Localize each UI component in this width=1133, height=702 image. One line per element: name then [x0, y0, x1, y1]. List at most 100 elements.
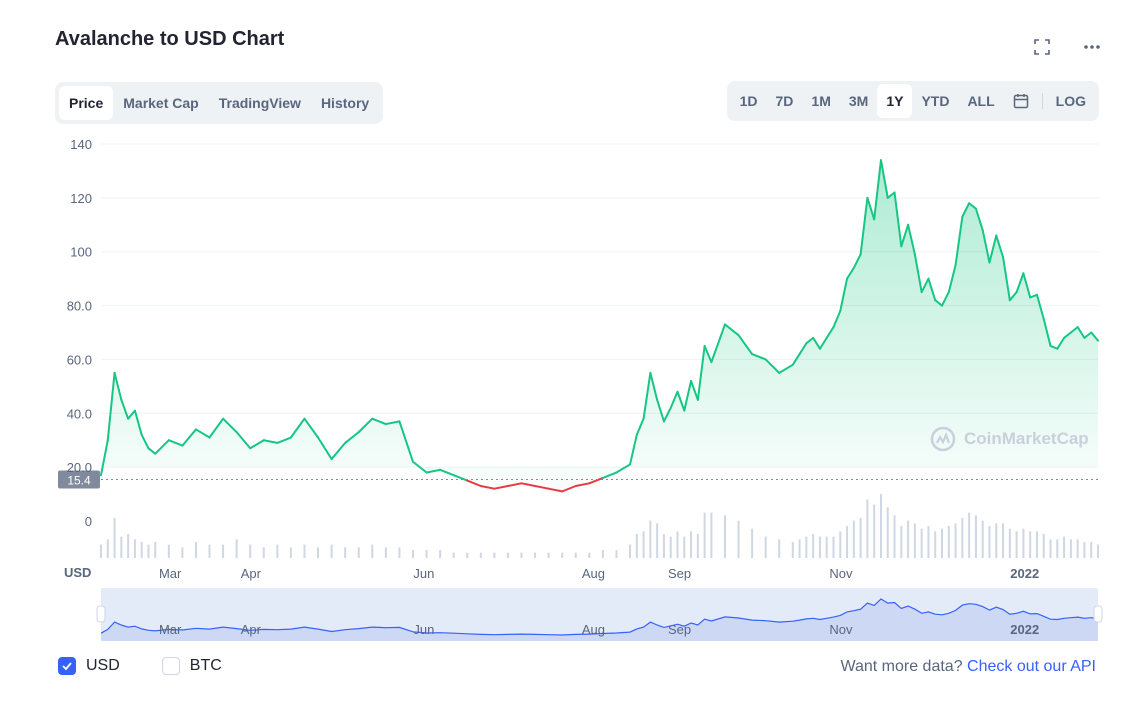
price-line-segment: [751, 353, 767, 361]
range-1y[interactable]: 1Y: [877, 84, 913, 118]
btc-checkbox[interactable]: [161, 657, 180, 675]
volume-bar: [1015, 531, 1018, 558]
navigator-handle[interactable]: [96, 605, 106, 623]
price-line-segment: [866, 196, 876, 221]
price-line-segment: [900, 223, 910, 248]
price-line-segment: [1076, 326, 1086, 339]
volume-bar: [1097, 544, 1099, 558]
price-line-segment: [879, 159, 889, 199]
range-3m[interactable]: 3M: [848, 93, 869, 109]
y-tick-label: 140: [70, 137, 92, 152]
price-lines: [100, 159, 1099, 493]
volume-bar: [588, 552, 591, 558]
volume-bar: [1029, 531, 1032, 558]
navigator-tick-label: Nov: [829, 622, 853, 637]
price-line-segment: [723, 323, 740, 337]
volume-bar: [276, 544, 279, 558]
y-tick-label: 40.0: [67, 406, 92, 421]
navigator-tick-label: Jun: [413, 622, 434, 637]
volume-bar: [147, 544, 150, 558]
usd-checkbox[interactable]: [58, 657, 76, 675]
price-line-segment: [927, 277, 937, 302]
price-line-segment: [127, 409, 136, 420]
volume-bar: [1049, 539, 1052, 558]
volume-bar: [954, 523, 957, 558]
price-line-segment: [629, 433, 638, 466]
log-toggle[interactable]: LOG: [1055, 93, 1086, 109]
volume-bar: [561, 552, 564, 558]
price-line-segment: [588, 476, 604, 485]
navigator-tick-label: Mar: [159, 622, 182, 637]
range-navigator[interactable]: Mar Apr Jun Aug Sep Nov 2022: [96, 588, 1103, 641]
y-tick-label: 60.0: [67, 352, 92, 367]
volume-bar: [493, 552, 496, 558]
range-1d[interactable]: 1D: [739, 93, 758, 109]
volume-bar: [832, 536, 835, 558]
price-line-segment: [194, 428, 211, 439]
tab-history[interactable]: History: [320, 95, 370, 111]
time-range-selector: 1D 7D 1M 3M 1Y YTD ALL LOG: [726, 81, 1099, 121]
price-line-segment: [520, 482, 537, 487]
volume-bar: [934, 531, 937, 558]
volume-bar: [520, 552, 523, 558]
volume-bar: [751, 528, 754, 558]
volume-bar: [113, 518, 116, 558]
price-line-segment: [1056, 336, 1066, 350]
price-line-segment: [791, 353, 801, 366]
x-tick-label: Jun: [413, 566, 434, 581]
price-line-segment: [425, 468, 442, 474]
more-icon[interactable]: [1081, 36, 1103, 58]
reference-line: 15.4: [58, 470, 1098, 489]
volume-bar: [1035, 531, 1038, 558]
price-line-segment: [547, 487, 564, 493]
navigator-handle[interactable]: [1093, 605, 1103, 623]
usd-label: USD: [86, 657, 120, 674]
tab-price[interactable]: Price: [59, 86, 114, 120]
price-line-segment: [181, 428, 197, 447]
volume-bar: [1008, 528, 1011, 558]
price-line-segment: [147, 447, 157, 455]
x-tick-label: Nov: [829, 566, 853, 581]
range-1m[interactable]: 1M: [811, 93, 831, 109]
range-all[interactable]: ALL: [967, 93, 995, 109]
reference-value-label: 15.4: [67, 474, 91, 488]
fullscreen-icon[interactable]: [1031, 36, 1053, 58]
volume-bar: [506, 552, 509, 558]
price-line-segment: [642, 371, 652, 420]
price-line-segment: [1022, 272, 1032, 299]
volume-bar: [547, 552, 550, 558]
range-7d[interactable]: 7D: [775, 93, 794, 109]
price-line-segment: [222, 417, 238, 434]
volume-bar: [642, 531, 645, 558]
price-line-segment: [839, 277, 849, 312]
api-link[interactable]: Check out our API: [967, 658, 1096, 675]
price-line-segment: [812, 336, 821, 350]
calendar-icon[interactable]: [1004, 84, 1038, 118]
navigator-line: [100, 598, 1099, 636]
coinmarketcap-logo-icon: [930, 426, 956, 452]
price-line-segment: [974, 207, 984, 232]
volume-bar: [289, 547, 292, 558]
y-axis-label: USD: [64, 565, 91, 580]
range-ytd[interactable]: YTD: [921, 93, 950, 109]
price-line-segment: [601, 471, 618, 479]
volume-bar: [812, 534, 815, 558]
y-tick-label: 120: [70, 191, 92, 206]
x-tick-label: 2022: [1010, 566, 1039, 581]
price-line-segment: [635, 417, 645, 436]
volume-bar: [656, 523, 659, 558]
currency-legend: USD BTC: [58, 657, 254, 675]
volume-bar: [920, 528, 923, 558]
volume-bar: [452, 552, 455, 558]
tab-tradingview[interactable]: TradingView: [218, 95, 301, 111]
y-tick-label: 20.0: [67, 460, 92, 475]
price-line-segment: [561, 484, 577, 493]
y-axis: 0 20.0 40.0 60.0 80.0 100 120 140 USD: [64, 137, 92, 580]
price-line-segment: [1002, 256, 1011, 302]
volume-bar: [574, 552, 577, 558]
volume-bar: [479, 552, 482, 558]
price-line-segment: [167, 439, 184, 447]
price-line-segment: [1090, 331, 1099, 342]
tab-market-cap[interactable]: Market Cap: [123, 95, 199, 111]
y-tick-label: 80.0: [67, 299, 92, 314]
